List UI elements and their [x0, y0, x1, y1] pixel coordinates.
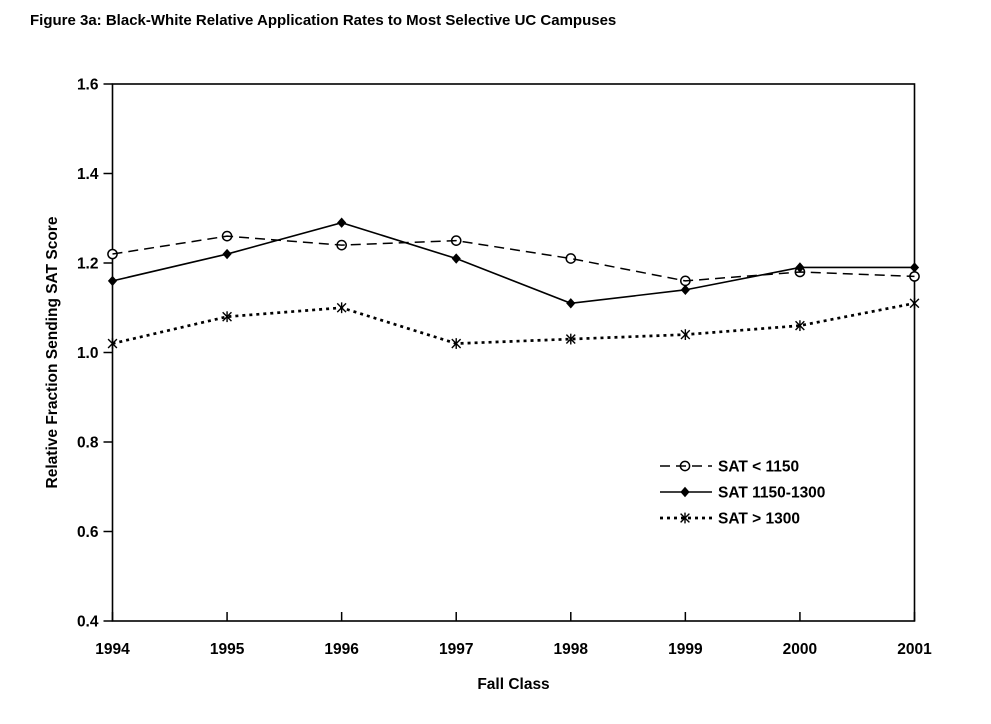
x-axis-tick-label: 2000 [783, 641, 817, 658]
x-axis-tick-label: 1996 [324, 641, 359, 658]
y-axis-tick-label: 1.6 [77, 77, 99, 94]
data-point-marker-s2 [222, 311, 232, 322]
legend-label-s0: SAT < 1150 [718, 459, 799, 476]
x-axis-tick-label: 1995 [210, 641, 245, 658]
x-axis-tick-label: 1994 [95, 641, 130, 658]
y-axis-tick-label: 1.4 [77, 166, 99, 183]
plot-border [111, 83, 916, 622]
series-line-s0 [112, 235, 915, 282]
x-axis-title: Fall Class [477, 676, 549, 693]
x-axis-tick-label: 1999 [668, 641, 703, 658]
y-axis-tick-label: 0.8 [77, 435, 99, 452]
y-axis-tick-label: 0.4 [77, 614, 99, 631]
data-point-marker-s2 [565, 334, 576, 344]
legend-label-s1: SAT 1150-1300 [718, 485, 825, 502]
y-axis-tick-label: 0.6 [77, 524, 99, 541]
series-line-s1 [112, 221, 915, 305]
legend-marker-s2 [680, 513, 690, 523]
y-axis-title: Relative Fraction Sending SAT Score [44, 216, 61, 488]
data-point-marker-s1 [107, 275, 118, 287]
series-line-s2 [112, 301, 915, 345]
y-axis-tick-label: 1.2 [77, 256, 99, 273]
x-axis-tick-label: 2001 [897, 641, 932, 658]
data-point-marker-s2 [795, 320, 805, 331]
y-axis-tick-label: 1.0 [77, 345, 99, 362]
x-axis-tick-label: 1998 [554, 641, 589, 658]
x-axis-tick-label: 1997 [439, 641, 473, 658]
legend-label-s2: SAT > 1300 [718, 511, 800, 528]
figure-title: Figure 3a: Black-White Relative Applicat… [30, 12, 617, 29]
